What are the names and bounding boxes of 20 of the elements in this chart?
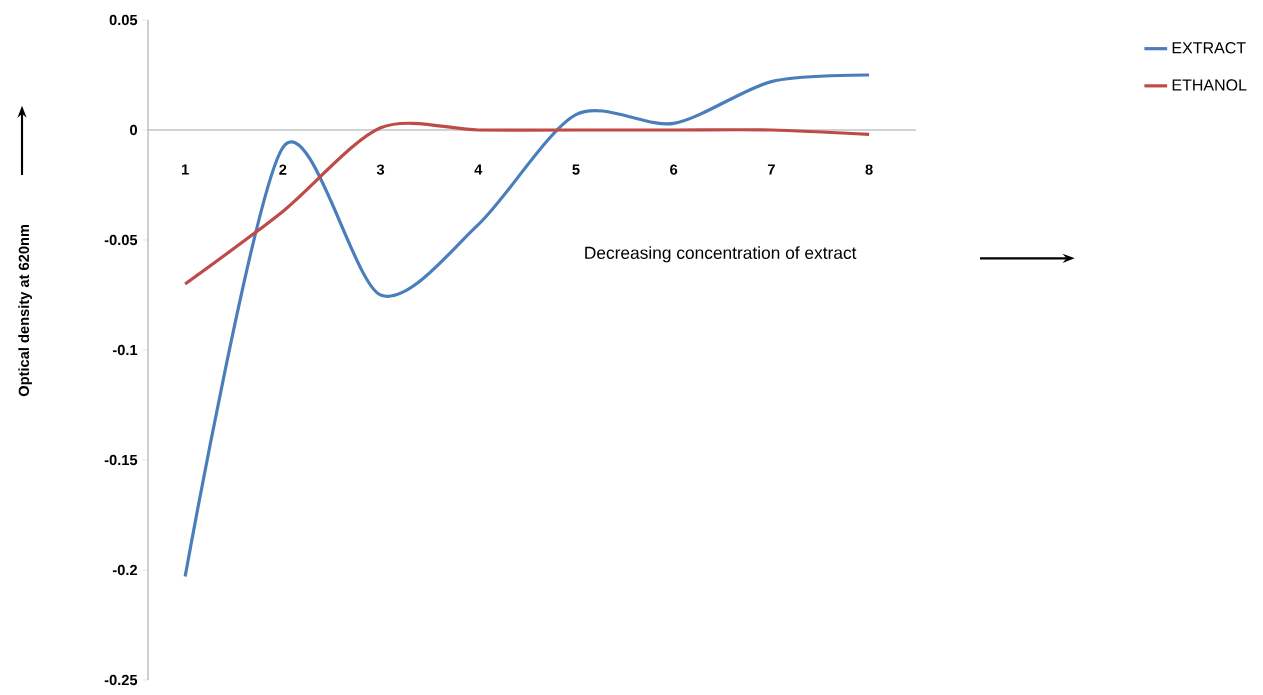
- y-tick-label: -0.05: [104, 234, 138, 246]
- y-tick-label: -0.2: [112, 564, 138, 576]
- y-tick-label: -0.25: [104, 674, 138, 686]
- x-tick-label: 1: [181, 164, 189, 175]
- y-tick-label: -0.1: [112, 344, 138, 356]
- legend-label: EXTRACT: [1172, 42, 1246, 54]
- x-tick-label: 3: [376, 164, 385, 175]
- y-tick-label: -0.15: [104, 454, 138, 466]
- legend-label: ETHANOL: [1172, 79, 1247, 91]
- x-tick-label: 7: [767, 164, 775, 175]
- y-tick-label: 0.05: [109, 14, 138, 26]
- x-axis-title: Decreasing concentration of extract: [585, 246, 857, 263]
- y-axis-title: Optical density at 620nm: [18, 224, 32, 397]
- x-tick-label: 5: [572, 164, 580, 175]
- x-tick-label: 6: [670, 164, 678, 175]
- x-tick-label: 4: [474, 164, 483, 175]
- y-tick-label: 0: [130, 124, 137, 136]
- line-series: [183, 73, 871, 579]
- x-tick-label: 8: [865, 164, 873, 175]
- x-tick-label: 2: [279, 164, 287, 175]
